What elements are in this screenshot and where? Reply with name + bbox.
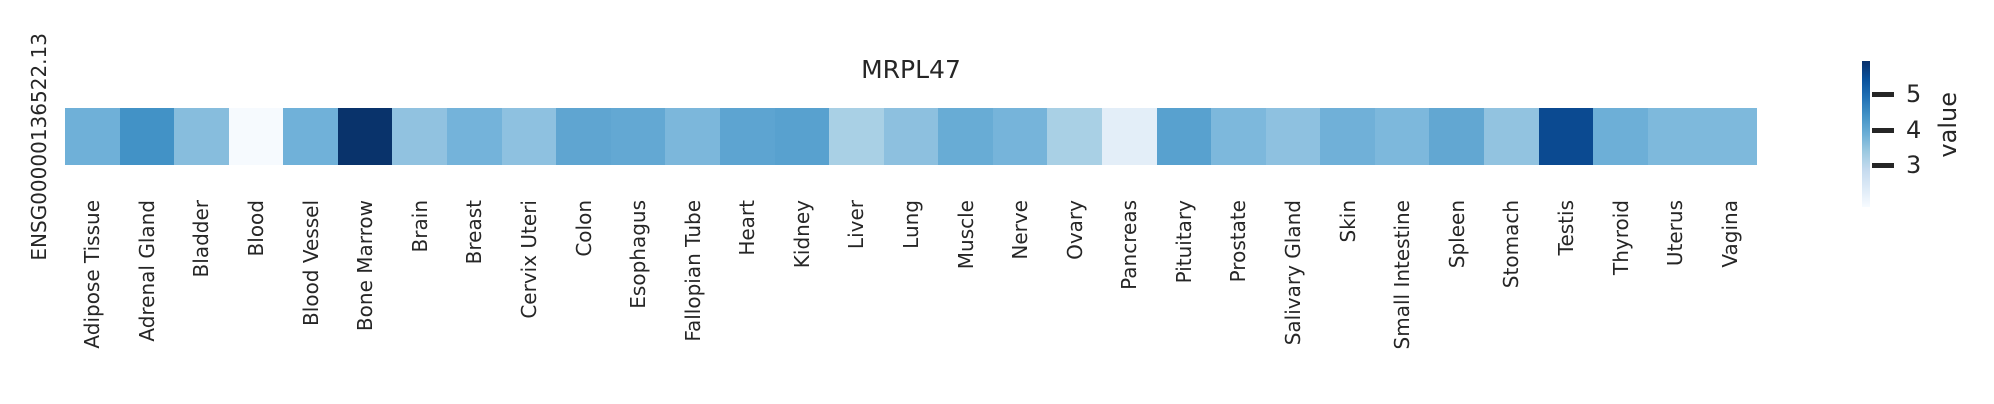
- x-tick-label: Heart: [735, 200, 760, 256]
- x-tick-label: Kidney: [789, 200, 814, 269]
- x-tick-label: Brain: [407, 200, 432, 253]
- heatmap-cell-esophagus: [610, 108, 666, 165]
- heatmap-cell-prostate: [1211, 108, 1266, 165]
- heatmap-cell-blood-vessel: [283, 108, 338, 165]
- colorbar-tick-label: 3: [1906, 151, 1922, 179]
- x-tick-label: Ovary: [1062, 200, 1087, 260]
- x-tick-label: Pituitary: [1171, 200, 1196, 284]
- x-tick-label: Bone Marrow: [353, 200, 378, 332]
- heatmap-cell-pituitary: [1156, 108, 1212, 165]
- x-tick-label: Salivary Gland: [1281, 200, 1306, 346]
- heatmap-cell-bone-marrow: [337, 108, 393, 165]
- heatmap-cell-fallopian-tube: [665, 108, 720, 165]
- heatmap-cell-testis: [1538, 108, 1594, 165]
- heatmap-cell-thyroid: [1593, 108, 1648, 165]
- heatmap-cell-liver: [829, 108, 884, 165]
- heatmap-cell-kidney: [774, 108, 830, 165]
- x-tick-label: Prostate: [1226, 200, 1251, 283]
- heatmap-cell-lung: [883, 108, 939, 165]
- heatmap-cell-brain: [392, 108, 448, 165]
- x-tick-label: Liver: [844, 200, 869, 250]
- x-tick-label: Esophagus: [626, 200, 651, 309]
- colorbar-axis-label: value: [1934, 92, 1962, 158]
- x-tick-label: Vagina: [1717, 200, 1742, 268]
- x-tick-label: Testis: [1553, 200, 1578, 256]
- heatmap-cell-colon: [556, 108, 611, 165]
- colorbar-tick-mark: [1872, 163, 1894, 168]
- x-tick-label: Cervix Uteri: [516, 200, 541, 319]
- x-tick-label: Colon: [571, 200, 596, 257]
- heatmap-cell-salivary-gland: [1265, 108, 1321, 165]
- heatmap-cell-muscle: [938, 108, 993, 165]
- heatmap-row: [65, 108, 1757, 165]
- heatmap-cell-bladder: [174, 108, 229, 165]
- x-tick-label: Lung: [899, 200, 923, 249]
- x-tick-label: Skin: [1335, 200, 1360, 243]
- heatmap-cell-vagina: [1702, 108, 1757, 165]
- x-tick-label: Nerve: [1008, 200, 1033, 260]
- heatmap-cell-heart: [719, 108, 775, 165]
- chart-title: MRPL47: [861, 55, 961, 84]
- heatmap-cell-breast: [447, 108, 502, 165]
- colorbar-gradient: [1862, 61, 1870, 207]
- heatmap-cell-uterus: [1647, 108, 1703, 165]
- heatmap-cell-cervix-uteri: [501, 108, 557, 165]
- heatmap-cell-adipose-tissue: [65, 108, 120, 165]
- heatmap-cell-stomach: [1484, 108, 1539, 165]
- x-tick-label: Fallopian Tube: [680, 200, 705, 342]
- x-tick-label: Blood Vessel: [298, 200, 323, 326]
- heatmap-cell-pancreas: [1101, 108, 1157, 165]
- heatmap-cell-ovary: [1047, 108, 1102, 165]
- y-tick-label-gene-id: ENSG00000136522.13: [27, 33, 51, 261]
- colorbar-tick-label: 4: [1906, 116, 1922, 144]
- heatmap-cell-skin: [1320, 108, 1375, 165]
- colorbar-tick-label: 5: [1906, 80, 1922, 108]
- colorbar-tick-mark: [1872, 128, 1894, 133]
- x-tick-label: Thyroid: [1608, 200, 1633, 275]
- x-tick-label: Pancreas: [1117, 200, 1142, 290]
- heatmap-cell-spleen: [1429, 108, 1485, 165]
- x-tick-label: Adrenal Gland: [134, 200, 159, 342]
- heatmap-cell-small-intestine: [1374, 108, 1430, 165]
- heatmap-cell-nerve: [992, 108, 1048, 165]
- x-tick-label: Uterus: [1663, 200, 1688, 267]
- x-tick-label: Breast: [462, 200, 487, 265]
- x-tick-label: Muscle: [953, 200, 978, 270]
- x-tick-label: Stomach: [1499, 200, 1524, 289]
- x-tick-label: Blood: [244, 200, 269, 257]
- x-tick-label: Small Intestine: [1390, 200, 1415, 350]
- colorbar-tick-mark: [1872, 92, 1894, 97]
- heatmap-cell-blood: [228, 108, 284, 165]
- x-tick-label: Adipose Tissue: [80, 200, 105, 349]
- heatmap-cell-adrenal-gland: [119, 108, 175, 165]
- x-tick-label: Spleen: [1444, 200, 1469, 269]
- x-tick-label: Bladder: [189, 200, 214, 278]
